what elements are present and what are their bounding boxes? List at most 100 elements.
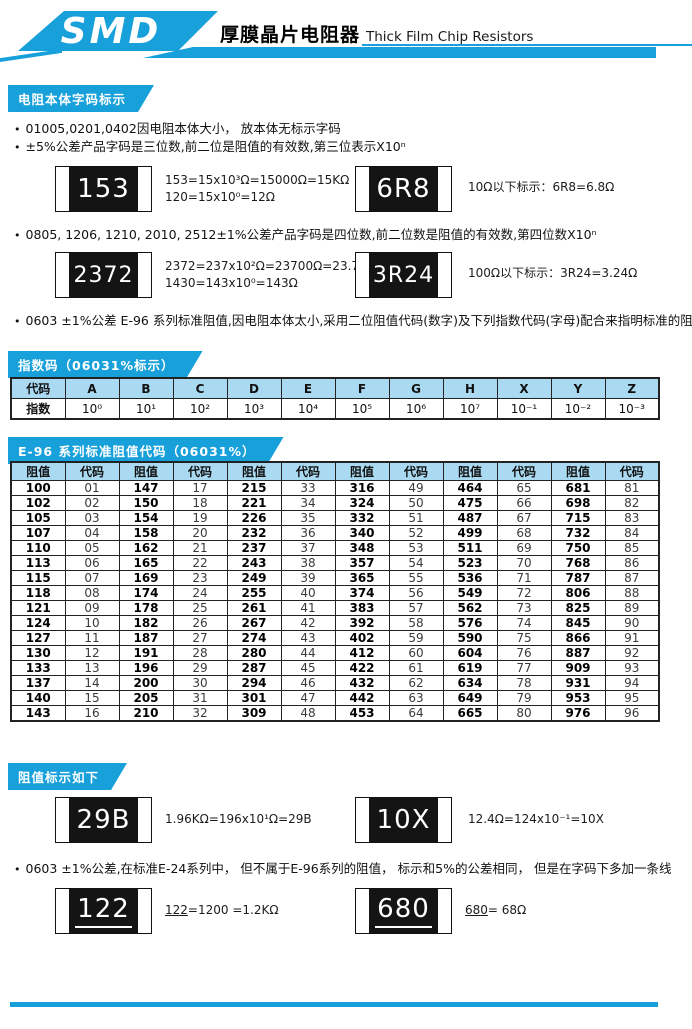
e96-value-cell: 392	[334, 615, 390, 631]
e96-code-cell: 16	[64, 705, 120, 722]
e96-code-cell: 75	[496, 630, 552, 646]
e96-table-row: 100 01 147 17 215 33 316 49 464 65 681 81	[10, 480, 660, 496]
e96-code-cell: 57	[388, 600, 444, 616]
e96-value-cell: 107	[10, 525, 66, 541]
e96-value-cell: 287	[226, 660, 282, 676]
exp-value-cell: 10⁵	[334, 398, 390, 420]
chip-terminal	[438, 253, 451, 297]
exp-header-label: 代码	[10, 377, 66, 399]
e96-value-cell: 205	[118, 690, 174, 706]
e96-value-cell: 649	[442, 690, 498, 706]
e96-table-row: 110 05 162 21 237 37 348 53 511 69 750 85	[10, 540, 660, 556]
e96-value-cell: 634	[442, 675, 498, 691]
e96-value-cell: 604	[442, 645, 498, 661]
e96-value-cell: 383	[334, 600, 390, 616]
e96-code-cell: 85	[604, 540, 660, 556]
bullet-dot: •	[14, 123, 21, 136]
e96-code-cell: 77	[496, 660, 552, 676]
chip-description: 153=15x10³Ω=15000Ω=15KΩ 120=15x10⁰=12Ω	[165, 172, 349, 206]
e96-header-cell: 代码	[280, 461, 336, 481]
e96-table-row: 105 03 154 19 226 35 332 51 487 67 715 83	[10, 510, 660, 526]
e96-code-cell: 59	[388, 630, 444, 646]
e96-value-cell: 487	[442, 510, 498, 526]
chip-terminal	[56, 889, 69, 933]
e96-value-cell: 442	[334, 690, 390, 706]
e96-table-row: 102 02 150 18 221 34 324 50 475 66 698 82	[10, 495, 660, 511]
e96-value-cell: 280	[226, 645, 282, 661]
e96-code-cell: 86	[604, 555, 660, 571]
e96-value-cell: 866	[550, 630, 606, 646]
e96-value-cell: 102	[10, 495, 66, 511]
bullet-item: • 0805, 1206, 1210, 2010, 2512±1%公差产品字码是四…	[14, 224, 597, 243]
e96-value-cell: 215	[226, 480, 282, 496]
chip-description: 680= 68Ω	[465, 902, 526, 919]
e96-value-cell: 191	[118, 645, 174, 661]
e96-value-cell: 118	[10, 585, 66, 601]
e96-value-cell: 324	[334, 495, 390, 511]
chip-desc-line: 10Ω以下标示：6R8=6.8Ω	[468, 180, 615, 194]
exp-code-cell: H	[442, 377, 498, 399]
e96-code-cell: 44	[280, 645, 336, 661]
chip-desc-line: 100Ω以下标示：3R24=3.24Ω	[468, 266, 638, 280]
e96-code-cell: 18	[172, 495, 228, 511]
chip-terminal	[438, 167, 451, 211]
e96-code-cell: 64	[388, 705, 444, 722]
chip-desc-line: 120=15x10⁰=12Ω	[165, 190, 275, 204]
e96-value-cell: 825	[550, 600, 606, 616]
e96-value-cell: 562	[442, 600, 498, 616]
e96-code-cell: 48	[280, 705, 336, 722]
bullet-text: 0805, 1206, 1210, 2010, 2512±1%公差产品字码是四位…	[25, 227, 597, 242]
e96-code-cell: 70	[496, 555, 552, 571]
e96-code-cell: 17	[172, 480, 228, 496]
e96-table: 阻值 代码 阻值 代码 阻值 代码 阻值 代码 阻值 代码 阻值 代码 100 01 147 17 215 33 3…	[10, 461, 660, 722]
e96-table-row: 133 13 196 29 287 45 422 61 619 77 909 93	[10, 660, 660, 676]
exp-value-cell: 10⁻³	[604, 398, 660, 420]
e96-value-cell: 806	[550, 585, 606, 601]
resistor-chip-6r8: 6R8	[355, 166, 452, 212]
e96-value-cell: 464	[442, 480, 498, 496]
e96-value-cell: 169	[118, 570, 174, 586]
e96-code-cell: 69	[496, 540, 552, 556]
resistor-chip-153: 153	[55, 166, 152, 212]
e96-value-cell: 124	[10, 615, 66, 631]
e96-header-cell: 代码	[388, 461, 444, 481]
exp-value-cell: 10⁻¹	[496, 398, 552, 420]
e96-code-cell: 55	[388, 570, 444, 586]
chip-code-label: 680	[369, 889, 438, 933]
e96-value-cell: 110	[10, 540, 66, 556]
exp-code-cell: A	[64, 377, 120, 399]
e96-code-cell: 60	[388, 645, 444, 661]
e96-table-row: 140 15 205 31 301 47 442 63 649 79 953 95	[10, 690, 660, 706]
e96-code-cell: 37	[280, 540, 336, 556]
bullet-item: • 0603 ±1%公差 E-96 系列标准阻值,因电阻本体太小,采用二位阻值代码…	[14, 310, 692, 329]
e96-value-cell: 133	[10, 660, 66, 676]
e96-code-cell: 14	[64, 675, 120, 691]
e96-code-cell: 87	[604, 570, 660, 586]
smd-logo: SMD	[18, 11, 218, 51]
e96-value-cell: 511	[442, 540, 498, 556]
e96-value-cell: 976	[550, 705, 606, 722]
exp-value-cell: 10⁶	[388, 398, 444, 420]
e96-value-cell: 115	[10, 570, 66, 586]
chip-terminal	[356, 167, 369, 211]
e96-code-cell: 11	[64, 630, 120, 646]
e96-table-row: 115 07 169 23 249 39 365 55 536 71 787 87	[10, 570, 660, 586]
e96-code-cell: 33	[280, 480, 336, 496]
e96-code-cell: 51	[388, 510, 444, 526]
e96-table-row: 127 11 187 27 274 43 402 59 590 75 866 91	[10, 630, 660, 646]
e96-code-cell: 40	[280, 585, 336, 601]
e96-code-cell: 29	[172, 660, 228, 676]
exp-code-cell: B	[118, 377, 174, 399]
e96-code-cell: 63	[388, 690, 444, 706]
e96-code-cell: 01	[64, 480, 120, 496]
bullet-text: ±5%公差产品字码是三位数,前二位是阻值的有效数,第三位表示X10ⁿ	[25, 139, 406, 154]
e96-value-cell: 187	[118, 630, 174, 646]
e96-value-cell: 374	[334, 585, 390, 601]
e96-value-cell: 150	[118, 495, 174, 511]
e96-code-cell: 96	[604, 705, 660, 722]
e96-value-cell: 332	[334, 510, 390, 526]
e96-value-cell: 316	[334, 480, 390, 496]
bullet-text: 0603 ±1%公差 E-96 系列标准阻值,因电阻本体太小,采用二位阻值代码(…	[25, 313, 692, 328]
e96-value-cell: 453	[334, 705, 390, 722]
e96-value-cell: 158	[118, 525, 174, 541]
